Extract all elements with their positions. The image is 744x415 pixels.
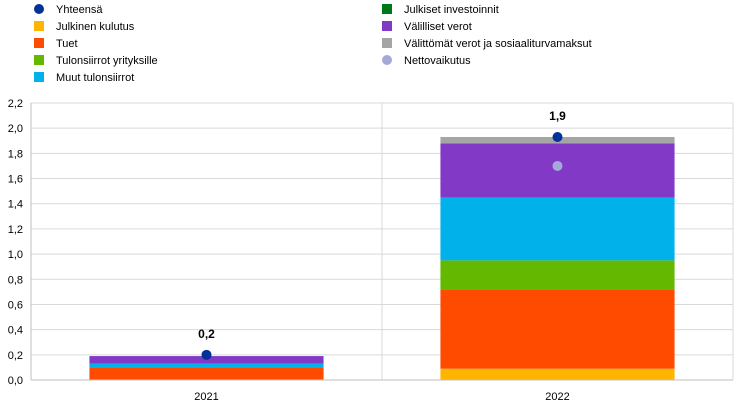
bar-segment-tulonsiirrot-yrityksille-2022 [440, 260, 675, 290]
legend-label-nettovaikutus: Nettovaikutus [404, 55, 471, 67]
legend-label-tuet: Tuet [56, 38, 78, 50]
point-nettovaikutus-2022 [552, 160, 563, 171]
legend-label-yhteensa: Yhteensä [56, 4, 103, 16]
legend-label-julkiset-investoinnit: Julkiset investoinnit [404, 4, 499, 16]
legend-label-julkinen-kulutus: Julkinen kulutus [56, 21, 135, 33]
legend-label-tulonsiirrot-yrityksille: Tulonsiirrot yrityksille [56, 55, 158, 67]
x-tick-label-2022: 2022 [545, 391, 569, 403]
point-yhteensa-2022 [552, 131, 563, 142]
y-tick-label: 0,4 [8, 325, 23, 337]
bar-segment-valilliset-verot-2021 [89, 356, 324, 364]
bar-segment-julkinen-kulutus-2022 [440, 368, 675, 380]
y-tick-label: 0,8 [8, 274, 23, 286]
y-tick-label: 0,2 [8, 350, 23, 362]
point-yhteensa-2021 [201, 349, 212, 360]
legend-marker-julkiset-investoinnit [382, 4, 392, 14]
legend-marker-valittomat-verot-ja-sosiaaliturvamaksut [382, 38, 392, 48]
y-tick-label: 2,2 [8, 98, 23, 110]
data-label-yhteensa-2022: 1,9 [549, 109, 566, 123]
y-tick-label: 1,8 [8, 148, 23, 160]
legend-marker-julkinen-kulutus [34, 21, 44, 31]
y-tick-label: 2,0 [8, 123, 23, 135]
x-tick-label-2021: 2021 [194, 391, 218, 403]
y-tick-label: 1,0 [8, 249, 23, 261]
legend-marker-tulonsiirrot-yrityksille [34, 55, 44, 65]
bar-segment-tuet-2022 [440, 289, 675, 369]
y-tick-label: 1,4 [8, 199, 23, 211]
legend-marker-muut-tulonsiirrot [34, 72, 44, 82]
bar-segment-muut-tulonsiirrot-2021 [89, 363, 324, 368]
legend-label-valilliset-verot: Välilliset verot [404, 21, 472, 33]
y-tick-label: 1,6 [8, 174, 23, 186]
legend-marker-nettovaikutus [382, 55, 392, 65]
bar-segment-tuet-2021 [89, 367, 324, 380]
y-tick-label: 1,2 [8, 224, 23, 236]
legend-marker-yhteensa [34, 4, 44, 14]
data-label-yhteensa-2021: 0,2 [198, 327, 215, 341]
legend-marker-tuet [34, 38, 44, 48]
y-tick-label: 0,0 [8, 375, 23, 387]
legend-label-muut-tulonsiirrot: Muut tulonsiirrot [56, 72, 134, 84]
legend-label-valittomat-verot-ja-sosiaaliturvamaksut: Välittömät verot ja sosiaaliturvamaksut [404, 38, 592, 50]
bar-segment-muut-tulonsiirrot-2022 [440, 197, 675, 261]
legend-marker-valilliset-verot [382, 21, 392, 31]
y-tick-label: 0,6 [8, 299, 23, 311]
